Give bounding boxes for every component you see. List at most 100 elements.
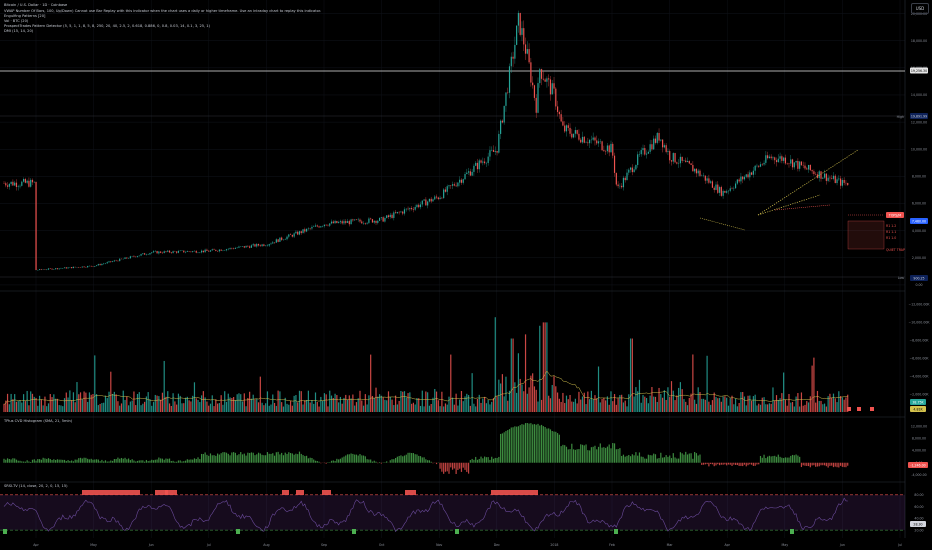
indicator-vwap-legend[interactable]: VWAP Number Of Bars, 100, Up/Down) Canno… (4, 9, 322, 13)
candle-body (516, 25, 518, 45)
volume-bar (192, 395, 194, 412)
histogram-bar (816, 462, 819, 467)
histogram-panel-title[interactable]: TPlus CVD Histogram (SMA, 21, 5min) (4, 419, 73, 423)
histogram-bar (99, 461, 101, 463)
volume-bar (291, 405, 293, 412)
volume-axis[interactable]: ~2,000.00K ~4,000.00K ~6,000.00K ~8,000.00K… (909, 303, 931, 397)
histogram-bar (758, 462, 760, 465)
candle-body (781, 156, 783, 161)
candle-body (574, 130, 576, 134)
volume-bar (822, 404, 824, 412)
volume-bar (350, 398, 352, 412)
candle-body (39, 269, 41, 270)
oscillator-panel-title[interactable]: SRSI-TV (14, close, 20, 2, 0, 15, 15) (4, 484, 68, 488)
pattern-drawings[interactable] (699, 149, 885, 250)
candle-body (238, 246, 240, 248)
candle-body (435, 196, 438, 198)
histogram-bar (306, 455, 308, 463)
pattern-label-3: R1 1.0 (886, 236, 896, 240)
candle-body (330, 221, 333, 224)
oscillator-axis[interactable]: 80.00 60.00 40.00 20.00 (914, 493, 923, 532)
candle-body (17, 186, 19, 188)
volume-bar (247, 397, 249, 412)
srsi-series[interactable] (0, 490, 905, 534)
histogram-bar (49, 459, 51, 463)
candle-body (263, 244, 265, 246)
indicator-pattern-legend[interactable]: ProspectTrades Pattern Detector (5, 5, 1… (4, 24, 210, 28)
histogram-bar (200, 453, 203, 463)
osc-line (3, 497, 848, 533)
volume-bar (478, 394, 480, 412)
histogram-bar (126, 459, 128, 463)
histogram-bar (731, 462, 733, 466)
histogram-bar (176, 461, 178, 463)
volume-bar (359, 390, 361, 412)
candle-body (56, 268, 58, 270)
volume-bar (528, 387, 530, 412)
candle-body (800, 161, 803, 166)
volume-bar (302, 404, 304, 412)
histogram-bar (181, 461, 183, 463)
candle-body (254, 244, 256, 247)
volume-bar (569, 394, 571, 412)
candle-body (548, 78, 550, 80)
histogram-bar (592, 446, 594, 463)
volume-bar (669, 397, 671, 412)
histogram-bar (370, 459, 372, 463)
candle-body (30, 179, 32, 187)
indicator-volume-legend[interactable]: Vol · BTC (20) (4, 19, 29, 23)
histogram-bar (295, 453, 297, 463)
candle-body (284, 239, 286, 240)
volume-bar (640, 402, 642, 412)
volume-bar (74, 402, 76, 412)
indicator-engulfing-legend[interactable]: Engulfing Patterns [20] (4, 14, 46, 18)
volume-bar (654, 396, 657, 412)
symbol-title[interactable]: Bitcoin / U.S. Dollar · 1D · Coinbase (4, 3, 68, 7)
volume-bar (142, 403, 144, 412)
volume-series[interactable] (3, 317, 874, 412)
histogram-bar (841, 462, 843, 467)
volume-bar (615, 404, 617, 412)
volume-bar (318, 406, 320, 412)
histogram-bar (489, 459, 491, 463)
histogram-bar (847, 462, 849, 466)
indicator-dmi-legend[interactable]: DMI (15, 14, 20) (4, 29, 34, 33)
candle-body (562, 121, 564, 126)
histogram-bar (834, 462, 836, 467)
volume-bar (313, 403, 315, 412)
histogram-bar (765, 458, 767, 463)
histogram-bar (793, 455, 795, 463)
volume-bar (87, 401, 89, 412)
candle-body (142, 253, 144, 255)
candlestick-series[interactable] (3, 10, 849, 271)
volume-bar (320, 396, 322, 412)
histogram-axis[interactable]: 12,000.008,000.004,000.000.00-4,000.00 (911, 424, 927, 477)
histogram-bar (76, 459, 78, 463)
candle-body (567, 125, 569, 128)
volume-bar (387, 391, 390, 412)
time-axis[interactable]: Apr May Jun Jul Aug Sep Oct Nov Dec 2018 Feb Mar Apr… (33, 543, 902, 547)
histogram-bar (432, 462, 434, 464)
histogram-bar (578, 449, 580, 463)
volume-bar (720, 401, 722, 412)
cvd-histogram-series[interactable] (3, 423, 849, 475)
histogram-bar (743, 462, 746, 465)
candle-body (298, 231, 301, 235)
candle-body (252, 244, 254, 246)
histogram-bar (78, 458, 80, 463)
histogram-bar (669, 455, 671, 463)
histogram-bar (138, 460, 140, 463)
candle-body (24, 179, 26, 183)
price-axis[interactable]: 20,000.0018,000.0016,000.0014,000.0012,0… (911, 12, 927, 287)
candle-body (653, 138, 655, 150)
candle-body (311, 226, 313, 229)
histogram-bar (521, 424, 523, 463)
candle-body (15, 182, 18, 188)
volume-bar (532, 373, 534, 412)
volume-bar (704, 399, 706, 412)
volume-bar (779, 398, 781, 412)
currency-button[interactable]: USD (911, 3, 929, 14)
histogram-bar (540, 424, 543, 463)
volume-bar (254, 399, 256, 412)
